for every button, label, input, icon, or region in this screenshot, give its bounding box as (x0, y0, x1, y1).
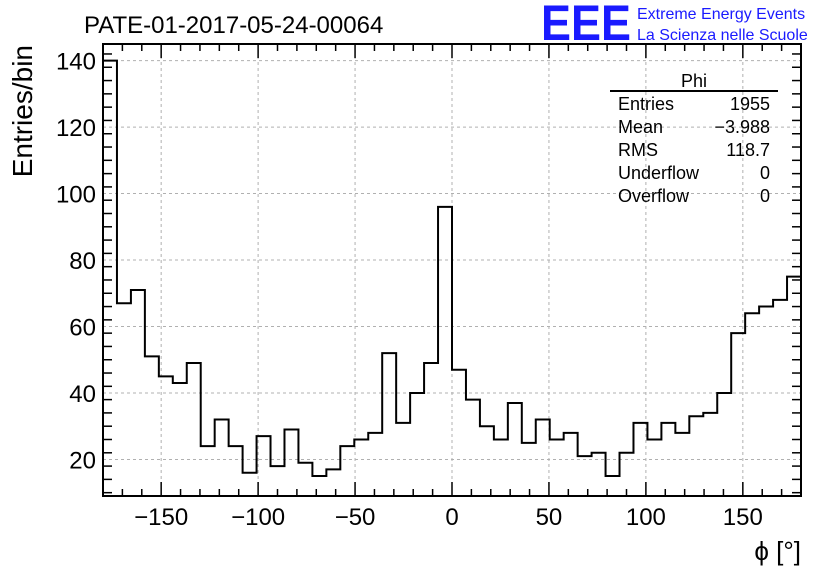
y-tick-label: 120 (56, 115, 96, 142)
histogram-bin (494, 440, 508, 497)
stats-label: Entries (618, 94, 674, 114)
histogram-bin (466, 400, 480, 496)
histogram-bin (661, 423, 675, 496)
stats-label: Underflow (618, 163, 700, 183)
histogram-bin (145, 356, 159, 496)
y-tick-label: 100 (56, 182, 96, 209)
y-tick-label: 40 (69, 381, 96, 408)
x-tick-label: −50 (335, 504, 376, 531)
histogram-bin (173, 383, 187, 496)
histogram-bin (187, 363, 201, 496)
stats-value: 118.7 (726, 140, 770, 160)
eee-logo-line2: La Scienza nelle Scuole (637, 27, 808, 44)
histogram-bin (368, 433, 382, 496)
histogram-bin (647, 440, 661, 497)
y-tick-labels: 20 40 60 80 100 120 140 (56, 49, 96, 475)
histogram-outline (102, 59, 802, 496)
x-axis-label: ϕ [°] (754, 536, 801, 566)
histogram-bin (117, 303, 131, 496)
histogram-bin (480, 426, 494, 496)
y-axis-label: Entries/bin (7, 45, 38, 177)
histogram-bin (298, 463, 312, 496)
histogram-bin (773, 300, 787, 496)
histogram-bin (731, 333, 745, 496)
chart-title: PATE-01-2017-05-24-00064 (84, 12, 383, 39)
histogram-bin (550, 440, 564, 497)
stats-box-rows: Entries 1955 Mean −3.988 RMS 118.7 Underflow 0 O… (618, 94, 770, 206)
histogram-bin (536, 420, 550, 496)
eee-logo: EEE Extreme Energy Events La Scienza nel… (541, 0, 808, 51)
histogram-bin (675, 433, 689, 496)
eee-logo-line1: Extreme Energy Events (637, 6, 805, 23)
histogram-bin (159, 376, 173, 496)
histogram-bin (326, 469, 340, 496)
eee-logo-mark: EEE (541, 0, 631, 51)
histogram-bin (592, 453, 606, 496)
stats-value: −3.988 (714, 117, 770, 137)
stats-value: 1955 (730, 94, 770, 114)
x-tick-labels: −150 −100 −50 0 50 100 150 (134, 504, 763, 531)
y-tick-label: 80 (69, 248, 96, 275)
histogram-bin (745, 313, 759, 496)
x-tick-label: 100 (626, 504, 666, 531)
stats-label: RMS (618, 140, 658, 160)
histogram-bin (522, 443, 536, 496)
x-tick-label: −100 (231, 504, 285, 531)
stats-label: Mean (618, 117, 663, 137)
histogram-bin (229, 446, 243, 496)
stats-box: Phi Entries 1955 Mean −3.988 RMS 118.7 Underfl… (610, 71, 778, 206)
histogram-bin (131, 290, 145, 496)
stats-box-title: Phi (681, 71, 707, 91)
y-tick-label: 60 (69, 315, 96, 342)
histogram-bin (578, 456, 592, 496)
stats-value: 0 (760, 163, 770, 183)
histogram-bin (382, 353, 396, 496)
histogram-bin (340, 446, 354, 496)
stats-label: Overflow (618, 186, 690, 206)
histogram-bin (689, 416, 703, 496)
x-tick-label: −150 (134, 504, 188, 531)
x-tick-label: 150 (723, 504, 763, 531)
histogram-bin (424, 363, 438, 496)
x-tick-label: 50 (536, 504, 563, 531)
histogram-bin (312, 476, 326, 496)
y-tick-label: 140 (56, 49, 96, 76)
histogram-bins (103, 61, 801, 496)
histogram-bin (452, 370, 466, 496)
histogram-bin (564, 433, 578, 496)
histogram-bin (354, 440, 368, 497)
histogram-bin (103, 61, 117, 496)
x-tick-label: 0 (445, 504, 458, 531)
histogram-bin (703, 413, 717, 496)
y-tick-label: 20 (69, 447, 96, 474)
histogram-bin (284, 430, 298, 496)
histogram-bin (410, 393, 424, 496)
histogram-bin (215, 420, 229, 496)
histogram-bin (243, 473, 257, 496)
stats-value: 0 (760, 186, 770, 206)
histogram-bin (508, 403, 522, 496)
axis-ticks (102, 44, 802, 496)
histogram-bin (717, 393, 731, 496)
histogram-bin (438, 207, 452, 496)
histogram-bin (759, 307, 773, 496)
histogram-bin (201, 446, 215, 496)
histogram-bin (396, 423, 410, 496)
